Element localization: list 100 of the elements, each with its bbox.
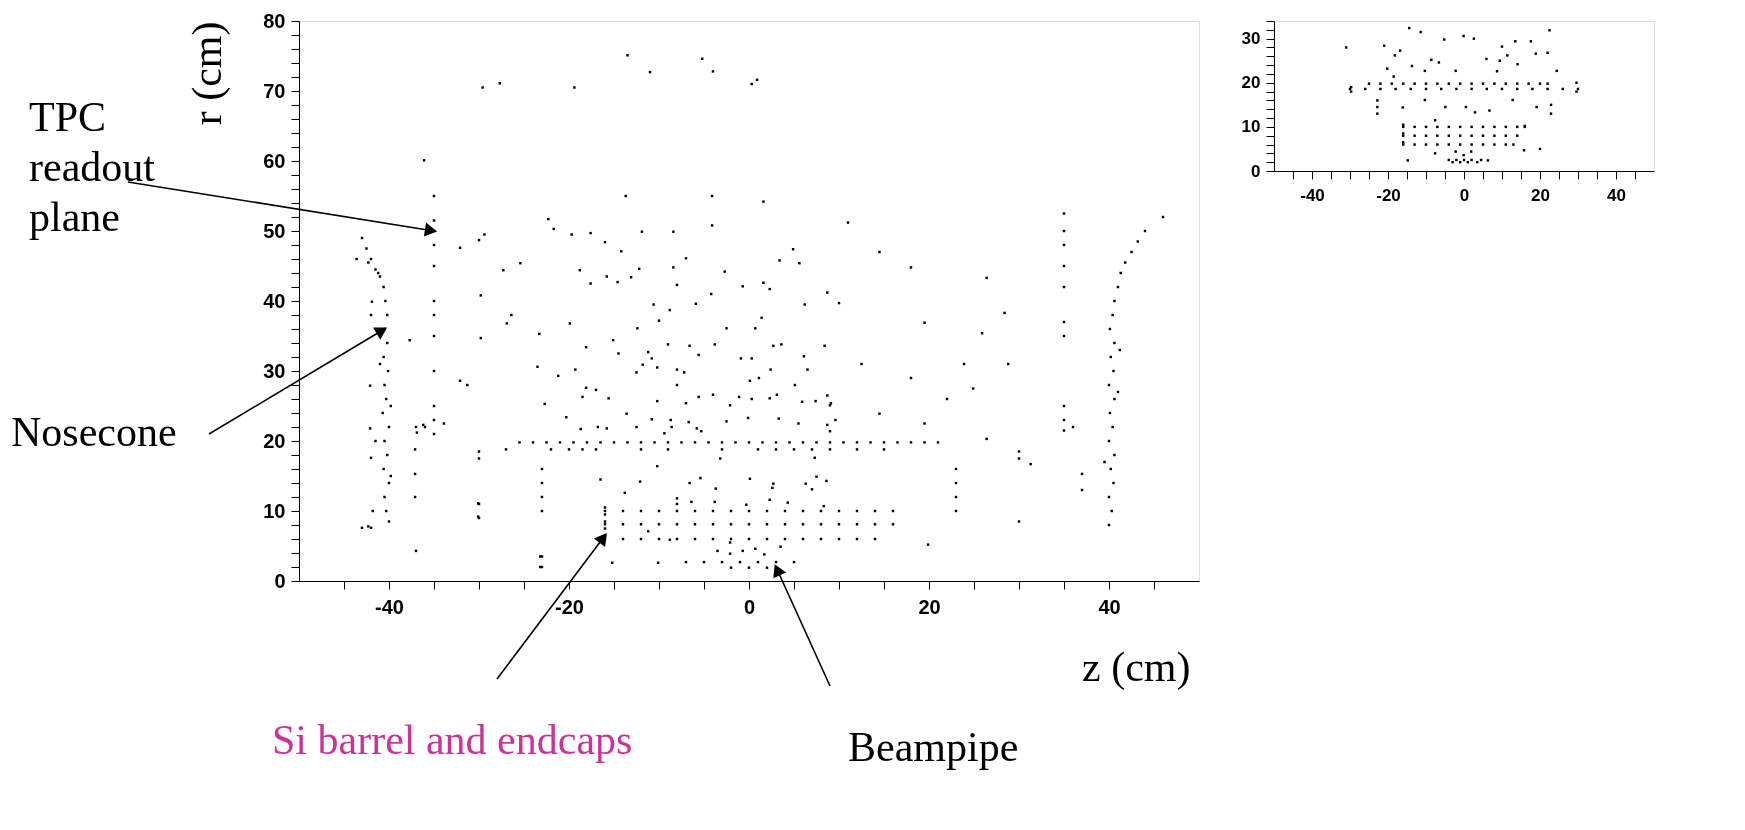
point [574,368,577,371]
y-tick-label: 20 [1241,73,1261,93]
point [594,448,598,451]
point [985,276,988,280]
point [1419,30,1422,34]
point [510,313,513,317]
point [777,417,780,420]
x-axis-title: z (cm) [1082,643,1191,691]
annotation: TPC readout plane [29,94,156,240]
point [828,441,832,444]
point [747,441,751,444]
point [1110,509,1113,513]
point [725,420,728,423]
point [1470,134,1473,137]
y-tick-label: 0 [274,569,286,592]
point [1493,82,1496,85]
x-tick-label: 0 [1459,185,1470,205]
point [1113,397,1116,401]
point [1443,38,1446,41]
point [605,275,609,278]
y-tick-label: 10 [1241,117,1261,137]
point [1436,143,1439,146]
y-tick-label: 70 [263,79,286,102]
point [1029,462,1032,466]
point [668,538,672,541]
point [382,467,385,471]
y-tick-label: 40 [263,289,286,312]
point [1546,87,1549,91]
point [581,395,584,399]
point [1392,75,1395,78]
point [663,432,666,435]
point [768,287,771,291]
point [1454,69,1457,73]
point [477,457,481,460]
point [355,257,358,261]
x-tick-label: -40 [1300,185,1325,205]
point [543,402,546,406]
point [670,425,673,429]
point [815,475,818,478]
point [1424,134,1428,137]
point [624,194,627,198]
point [565,415,568,419]
point [552,227,555,231]
point [822,504,825,508]
point [728,404,732,407]
point [797,422,800,425]
point [762,200,765,203]
point [714,487,717,490]
point [652,303,655,306]
point [1504,82,1508,85]
point [1531,87,1534,91]
point [813,456,816,460]
point [1376,99,1379,102]
y-axis-title: r (cm) [183,21,231,126]
point [1447,82,1451,85]
point [1003,311,1006,315]
point [1472,37,1476,40]
point [718,457,722,460]
point [778,259,781,262]
point [657,319,661,322]
point [545,441,548,444]
point [804,482,807,485]
point [720,448,724,451]
point [374,268,377,271]
point [368,384,372,387]
point [502,268,505,272]
point [1549,112,1553,115]
point [1546,82,1549,85]
point [1408,26,1411,30]
point [756,448,760,451]
point [675,368,679,371]
point [636,327,639,330]
point [728,541,732,544]
point [801,441,805,444]
point [573,86,576,89]
point [1394,87,1397,91]
point [1458,134,1462,137]
point [798,261,801,265]
point [1119,271,1122,275]
point [855,441,859,444]
point [1455,87,1458,91]
point [823,344,826,348]
point [750,357,753,360]
point [788,441,791,444]
point [828,448,832,451]
point [498,82,501,85]
point [1451,160,1454,164]
point [734,441,737,444]
point [1376,112,1379,115]
point [1493,134,1496,137]
point [1111,425,1114,429]
point [723,270,726,273]
point [1470,158,1473,162]
point [1476,160,1479,164]
point [1382,44,1386,47]
point [878,250,881,254]
point [1123,261,1127,264]
point [1470,82,1473,85]
point [1111,313,1114,317]
point [1473,111,1477,114]
